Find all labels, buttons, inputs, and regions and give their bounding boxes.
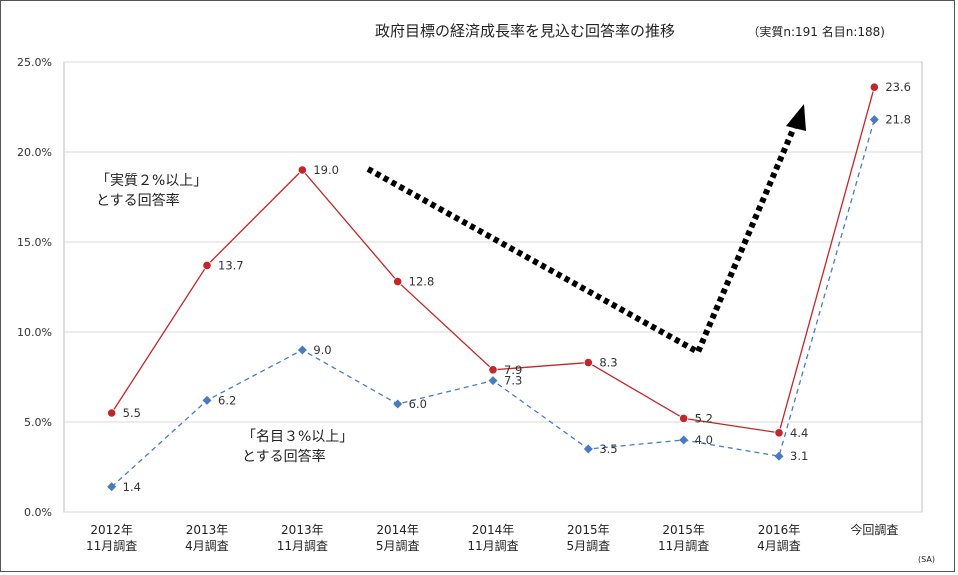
data-label: 5.2 (695, 411, 713, 425)
data-label: 6.0 (409, 397, 427, 411)
data-label: 3.5 (599, 442, 617, 456)
data-point (869, 115, 879, 125)
x-tick-label: 2016年 (758, 523, 801, 537)
x-tick-label: 2015年 (662, 523, 705, 537)
data-label: 3.1 (790, 449, 808, 463)
x-tick-label: 2014年 (472, 523, 515, 537)
x-tick-label: 11月調査 (86, 539, 137, 553)
data-label: 4.0 (695, 433, 713, 447)
data-point (107, 482, 117, 492)
series-label: 「実質２%以上」 (96, 173, 207, 189)
data-point (583, 357, 593, 368)
data-label: 1.4 (123, 480, 141, 494)
y-tick-label: 10.0% (17, 326, 52, 339)
data-label: 19.0 (313, 163, 339, 177)
series-label: とする回答率 (242, 448, 326, 465)
data-point (774, 451, 784, 461)
x-tick-label: 11月調査 (277, 539, 328, 553)
series-labels: 5.5 13.7 19.0 12.8 7.9 8.3 5.2 4.4 23.6 1.4 6.2 9.0… (96, 80, 911, 494)
chart-subtitle: （実質n:191 名目n:188) (747, 24, 885, 39)
chart-title: 政府目標の経済成長率を見込む回答率の推移 (375, 22, 675, 40)
series-line-nominal (111, 119, 875, 488)
series-label: とする回答率 (96, 192, 180, 209)
data-label: 4.4 (790, 426, 808, 440)
data-point (393, 276, 403, 287)
axes: 0.0% 5.0% 10.0% 15.0% 20.0% 25.0% 2012年 11月調査 20… (17, 56, 898, 553)
annotation-arrow (366, 104, 806, 357)
data-point (297, 345, 307, 355)
x-tick-label: 4月調査 (185, 539, 229, 553)
x-tick-label: 11月調査 (658, 539, 709, 553)
data-label: 9.0 (313, 343, 331, 357)
chart-note: (SA) (918, 555, 935, 564)
y-tick-label: 5.0% (24, 416, 52, 429)
x-tick-label: 4月調査 (757, 539, 801, 553)
data-label: 5.5 (123, 406, 141, 420)
x-tick-label: 今回調査 (850, 522, 898, 537)
data-point (393, 399, 403, 409)
data-label: 23.6 (885, 80, 911, 94)
data-point (488, 376, 498, 386)
data-label: 7.9 (504, 363, 522, 377)
data-label: 7.3 (504, 374, 522, 388)
x-tick-label: 11月調査 (467, 539, 518, 553)
x-tick-label: 2014年 (376, 523, 419, 537)
data-point (679, 413, 689, 423)
data-point (107, 408, 117, 418)
x-tick-label: 2012年 (90, 523, 133, 537)
x-tick-label: 5月調査 (376, 539, 420, 553)
data-point (679, 435, 689, 445)
data-label: 8.3 (599, 356, 617, 370)
y-tick-label: 15.0% (17, 236, 52, 249)
x-tick-label: 2013年 (186, 523, 229, 537)
x-tick-label: 2013年 (281, 523, 324, 537)
x-tick-label: 2015年 (567, 523, 610, 537)
data-point (202, 260, 212, 270)
dotted-trend-line (366, 116, 801, 357)
data-point (202, 395, 212, 405)
data-point (869, 82, 879, 92)
data-label: 12.8 (409, 275, 435, 289)
gridlines (63, 61, 923, 513)
x-tick-label: 5月調査 (567, 539, 611, 553)
series-label: 「名目３%以上」 (242, 429, 353, 445)
data-label: 6.2 (218, 393, 236, 407)
data-point (583, 444, 593, 454)
series-lines (107, 82, 879, 492)
y-tick-label: 25.0% (17, 56, 52, 69)
data-point (297, 165, 307, 175)
y-tick-label: 0.0% (24, 506, 52, 519)
data-label: 21.8 (885, 113, 911, 127)
data-label: 13.7 (218, 258, 244, 272)
arrow-head (786, 104, 806, 131)
data-point (774, 428, 784, 438)
y-tick-label: 20.0% (17, 146, 52, 159)
data-point (488, 365, 498, 375)
